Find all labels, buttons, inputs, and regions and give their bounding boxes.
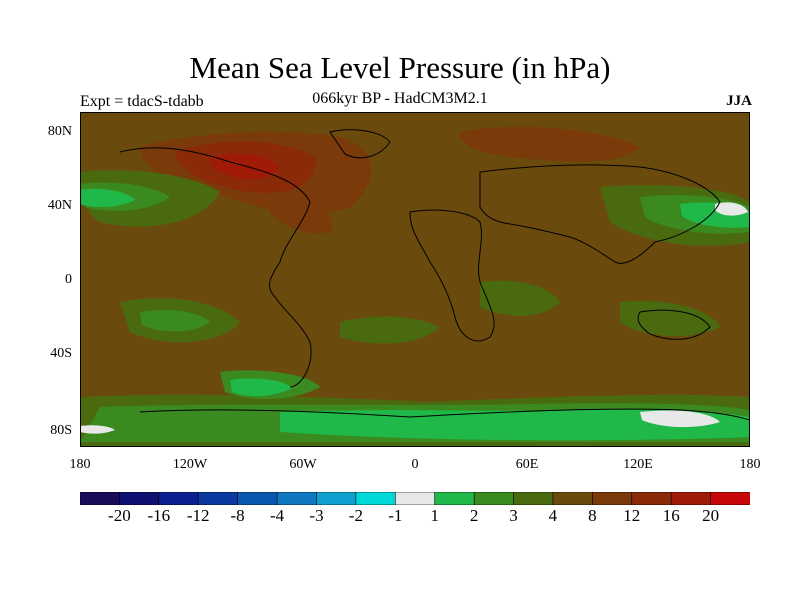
colorbar-swatch: [710, 492, 750, 505]
colorbar-label: 12: [623, 506, 641, 525]
chart-subtitle: 066kyr BP - HadCM3M2.1: [312, 90, 488, 107]
colorbar-label: 8: [588, 506, 597, 525]
pressure-contours-1: [80, 202, 748, 434]
coastlines: [119, 129, 750, 421]
lon-label-120w: 120W: [172, 457, 208, 472]
colorbar-label: 16: [662, 506, 680, 525]
colorbar-label: -12: [186, 506, 210, 525]
colorbar-swatch: [513, 492, 554, 505]
colorbar-swatch: [473, 492, 515, 505]
colorbar-swatch: [316, 492, 357, 505]
lon-label-120e: 120E: [623, 457, 653, 472]
colorbar-label: -2: [348, 506, 363, 525]
colorbar-swatch: [670, 492, 712, 505]
lat-label-0: 0: [65, 272, 72, 287]
colorbar-swatch: [158, 492, 199, 505]
map-border: [80, 112, 750, 447]
colorbar-swatch: [434, 492, 475, 505]
colorbar-label: 2: [469, 506, 479, 525]
colorbar-swatch: [394, 492, 436, 505]
chart-title: Mean Sea Level Pressure (in hPa): [189, 50, 611, 85]
colorbar-swatch: [592, 492, 633, 505]
colorbar-label: 20: [702, 506, 720, 525]
experiment-label: Expt = tdacS-tdabb: [80, 93, 204, 110]
colorbar-swatch: [631, 492, 672, 505]
colorbar-swatch: [355, 492, 396, 505]
colorbar-swatch: [276, 492, 318, 505]
colorbar-label: -4: [270, 506, 285, 525]
lat-label-80s: 80S: [50, 423, 72, 438]
lat-label-40n: 40N: [47, 198, 72, 213]
colorbar-swatch: [237, 492, 278, 505]
lon-label-60w: 60W: [289, 457, 317, 472]
map-plot: [80, 112, 750, 447]
colorbar-swatch: [80, 492, 121, 505]
colorbar-label: 4: [548, 506, 558, 525]
colorbar-label: -3: [309, 506, 324, 525]
lon-label-60e: 60E: [515, 457, 539, 472]
colorbar-label: -1: [388, 506, 403, 525]
colorbar-label: -20: [108, 506, 131, 525]
season-label: JJA: [726, 93, 752, 109]
lon-label-180w: 180: [69, 457, 91, 472]
lat-label-40s: 40S: [50, 346, 72, 361]
colorbar-swatch: [197, 492, 239, 505]
colorbar-label: 3: [509, 506, 518, 525]
colorbar-swatch: [119, 492, 160, 505]
colorbar: [80, 492, 750, 505]
colorbar-label: -16: [147, 506, 171, 525]
colorbar-label: 1: [430, 506, 439, 525]
colorbar-swatch: [552, 492, 593, 505]
lon-label-0: 0: [411, 457, 419, 472]
lon-label-180e: 180: [739, 457, 761, 472]
colorbar-label: -8: [230, 506, 245, 525]
lat-label-80n: 80N: [47, 124, 72, 139]
